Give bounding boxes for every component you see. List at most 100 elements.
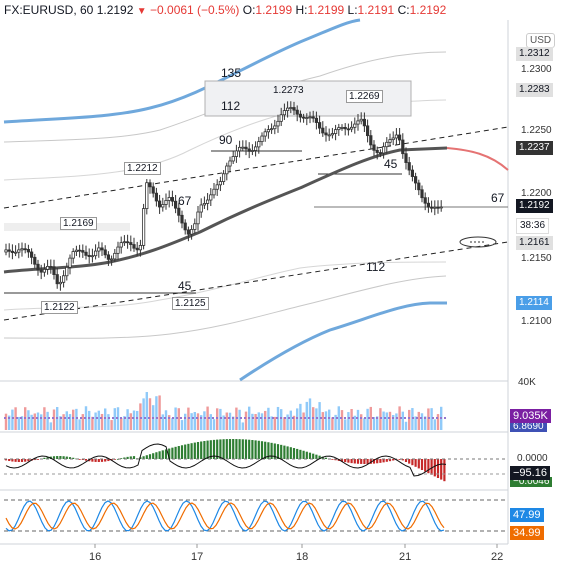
candle-body[interactable]: [103, 249, 107, 256]
macd-histogram-bar[interactable]: [232, 439, 235, 459]
candle-body[interactable]: [372, 144, 376, 151]
candle-body[interactable]: [298, 113, 303, 118]
candle-body[interactable]: [356, 120, 360, 125]
candle-body[interactable]: [420, 189, 424, 199]
volume-bar[interactable]: [145, 392, 148, 430]
volume-bar[interactable]: [360, 414, 363, 430]
volume-bar[interactable]: [321, 412, 324, 430]
volume-bar[interactable]: [142, 398, 145, 430]
volume-bar[interactable]: [219, 408, 222, 430]
candle-body[interactable]: [218, 181, 222, 186]
candle-body[interactable]: [410, 169, 415, 177]
volume-bar[interactable]: [62, 414, 65, 430]
volume-bar[interactable]: [40, 414, 43, 430]
candle-body[interactable]: [58, 281, 63, 285]
macd-histogram-bar[interactable]: [81, 459, 84, 461]
volume-bar[interactable]: [222, 415, 225, 430]
volume-bar[interactable]: [388, 411, 392, 430]
macd-histogram-bar[interactable]: [84, 459, 88, 461]
candle-body[interactable]: [173, 200, 178, 209]
candle-body[interactable]: [260, 135, 264, 143]
volume-bar[interactable]: [212, 419, 216, 430]
volume-bar[interactable]: [280, 409, 283, 430]
volume-bar[interactable]: [126, 409, 129, 430]
volume-bar[interactable]: [196, 413, 200, 430]
volume-bar[interactable]: [59, 416, 62, 430]
volume-bar[interactable]: [168, 415, 171, 430]
candle-body[interactable]: [247, 148, 251, 152]
macd-histogram-bar[interactable]: [36, 459, 40, 460]
symbol-name[interactable]: FX:EURUSD, 60: [4, 3, 94, 17]
macd-histogram-bar[interactable]: [273, 443, 276, 459]
macd-histogram-bar[interactable]: [433, 459, 436, 477]
candle-body[interactable]: [279, 114, 283, 122]
volume-bar[interactable]: [283, 417, 286, 430]
macd-histogram-bar[interactable]: [97, 459, 100, 462]
volume-bar[interactable]: [8, 415, 11, 430]
macd-histogram-bar[interactable]: [65, 456, 68, 459]
macd-histogram-bar[interactable]: [17, 459, 20, 462]
macd-histogram-bar[interactable]: [312, 453, 315, 459]
volume-bar[interactable]: [344, 419, 347, 430]
candle-body[interactable]: [253, 146, 258, 151]
volume-bar[interactable]: [408, 409, 411, 430]
volume-bar[interactable]: [49, 422, 52, 430]
volume-bar[interactable]: [353, 415, 356, 430]
candle-body[interactable]: [23, 248, 27, 251]
volume-bar[interactable]: [88, 410, 91, 430]
candle-body[interactable]: [193, 223, 197, 230]
macd-histogram-bar[interactable]: [209, 440, 212, 459]
volume-bar[interactable]: [100, 413, 104, 430]
macd-histogram-group[interactable]: [4, 439, 446, 482]
macd-histogram-bar[interactable]: [20, 459, 24, 462]
candle-body[interactable]: [426, 202, 431, 208]
volume-bar[interactable]: [328, 409, 331, 430]
macd-histogram-bar[interactable]: [56, 456, 59, 459]
candle-body[interactable]: [340, 126, 344, 129]
macd-histogram-bar[interactable]: [193, 442, 196, 459]
volume-bar[interactable]: [264, 410, 267, 430]
macd-histogram-bar[interactable]: [161, 450, 164, 459]
candle-body[interactable]: [276, 120, 280, 127]
candle-body[interactable]: [337, 127, 341, 131]
candle-body[interactable]: [343, 126, 347, 130]
macd-histogram-bar[interactable]: [417, 459, 420, 469]
macd-histogram-bar[interactable]: [187, 443, 190, 459]
volume-bar[interactable]: [33, 413, 36, 430]
candle-body[interactable]: [365, 125, 370, 137]
macd-histogram-bar[interactable]: [286, 446, 289, 459]
candle-body[interactable]: [359, 118, 363, 122]
volume-bar[interactable]: [289, 410, 292, 430]
volume-bar[interactable]: [363, 418, 366, 430]
macd-histogram-bar[interactable]: [120, 458, 123, 459]
currency-badge[interactable]: USD: [526, 33, 556, 48]
volume-bar[interactable]: [414, 416, 417, 430]
volume-bar[interactable]: [14, 407, 17, 430]
candle-body[interactable]: [81, 250, 85, 253]
volume-bar[interactable]: [27, 410, 30, 430]
trend-channel-lower[interactable]: [3, 241, 509, 321]
macd-histogram-bar[interactable]: [24, 459, 27, 462]
volume-bar[interactable]: [411, 408, 414, 430]
candle-body[interactable]: [113, 252, 117, 260]
macd-histogram-bar[interactable]: [171, 447, 174, 459]
volume-bar[interactable]: [382, 411, 385, 430]
macd-histogram-bar[interactable]: [142, 456, 145, 459]
candle-body[interactable]: [199, 204, 203, 213]
macd-histogram-bar[interactable]: [296, 448, 299, 459]
candle-body[interactable]: [170, 197, 174, 202]
macd-histogram-bar[interactable]: [107, 459, 110, 462]
volume-bar[interactable]: [260, 413, 264, 430]
candle-body[interactable]: [78, 249, 82, 252]
candle-body[interactable]: [436, 206, 440, 209]
candle-body[interactable]: [234, 150, 238, 157]
candle-body[interactable]: [273, 125, 277, 130]
volume-bar[interactable]: [46, 411, 49, 430]
macd-histogram-bar[interactable]: [264, 441, 267, 459]
volume-bar[interactable]: [155, 396, 158, 430]
candle-body[interactable]: [17, 249, 21, 253]
candle-body[interactable]: [327, 134, 331, 137]
candle-body[interactable]: [429, 206, 434, 209]
volume-bar[interactable]: [324, 411, 328, 430]
candle-body[interactable]: [439, 206, 443, 209]
